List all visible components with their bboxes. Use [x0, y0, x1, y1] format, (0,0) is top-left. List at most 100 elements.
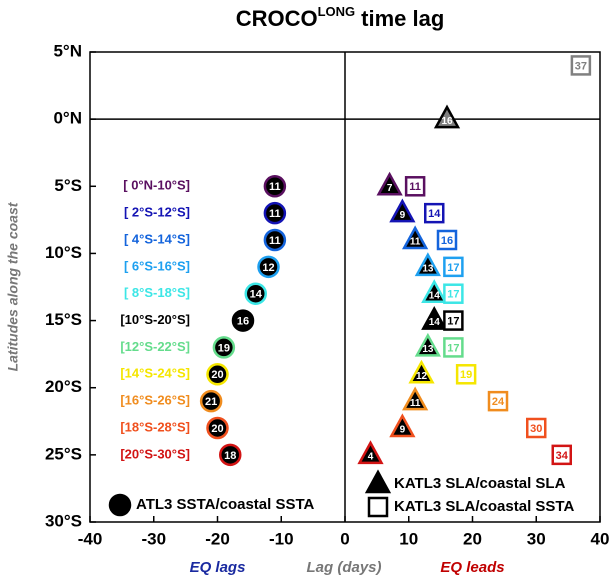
circle-marker — [263, 228, 287, 252]
point-label: 17 — [447, 289, 459, 301]
circle-marker — [219, 443, 242, 467]
circle-marker — [199, 389, 223, 413]
square-marker — [443, 310, 464, 331]
point-label: 21 — [205, 396, 217, 408]
legend-marker — [364, 469, 392, 494]
point-label: 30 — [530, 423, 542, 435]
square-marker — [443, 337, 464, 358]
x-tick-label: -30 — [141, 529, 166, 548]
legend-marker — [108, 493, 132, 517]
point-label: 11 — [269, 208, 281, 220]
point-label: 13 — [422, 263, 434, 274]
point-label: 14 — [429, 290, 441, 301]
point-label: 34 — [556, 450, 569, 462]
triangle-marker — [433, 104, 461, 129]
square-marker — [443, 256, 464, 278]
circle-marker — [257, 255, 280, 279]
chart-title: CROCOLONG time lag — [236, 4, 445, 30]
point-label: 7 — [387, 183, 393, 194]
point-label: 13 — [422, 344, 434, 355]
region-label: [18°S-28°S] — [120, 419, 190, 434]
circle-marker — [263, 201, 287, 225]
region-label: [ 6°S-16°S] — [124, 258, 190, 273]
point-label: 17 — [447, 262, 459, 274]
point-label: 19 — [218, 342, 230, 354]
y-tick-label: 0°N — [53, 109, 82, 128]
x-tick-label: -10 — [269, 529, 294, 548]
y-axis-label: Latitudes along the coast — [5, 201, 21, 371]
triangle-marker — [389, 198, 416, 223]
point-label: 17 — [447, 342, 459, 354]
point-label: 9 — [400, 210, 406, 221]
point-label: 9 — [400, 425, 406, 436]
point-label: 11 — [269, 181, 281, 193]
square-marker — [551, 444, 572, 466]
circle-marker — [231, 309, 255, 332]
point-label: 20 — [211, 423, 223, 435]
point-label: 18 — [224, 450, 236, 462]
x-tick-label: 30 — [527, 529, 546, 548]
region-label: [ 8°S-18°S] — [124, 285, 190, 300]
square-marker — [443, 283, 464, 304]
y-tick-label: 20°S — [45, 377, 82, 396]
region-label: [16°S-26°S] — [120, 393, 190, 408]
circle-marker — [206, 416, 229, 440]
triangle-marker — [408, 359, 435, 384]
y-tick-label: 5°S — [54, 176, 82, 195]
circle-marker — [212, 336, 236, 359]
y-tick-label: 25°S — [45, 444, 82, 463]
legend-label: KATL3 SLA/coastal SLA — [394, 475, 566, 492]
region-label: [20°S-30°S] — [120, 446, 190, 461]
x-tick-label: 0 — [340, 529, 349, 548]
x-tick-label: 10 — [399, 529, 418, 548]
point-label: 12 — [262, 262, 274, 274]
y-tick-label: 15°S — [45, 310, 82, 329]
triangle-marker — [402, 386, 429, 411]
point-label: 11 — [409, 181, 421, 193]
triangle-marker — [376, 171, 403, 196]
triangle-marker — [389, 413, 416, 438]
region-label: [14°S-24°S] — [120, 366, 190, 381]
point-label: 17 — [447, 315, 459, 327]
triangle-marker — [402, 225, 429, 250]
square-marker — [570, 55, 592, 76]
point-label: 11 — [269, 235, 281, 247]
circle-marker — [206, 363, 229, 386]
point-label: 16 — [441, 116, 453, 127]
legend-marker — [367, 496, 389, 518]
square-marker — [424, 202, 445, 224]
point-label: 14 — [429, 317, 441, 328]
point-label: 4 — [368, 451, 374, 462]
square-marker — [436, 229, 458, 251]
triangle-marker — [414, 252, 441, 277]
triangle-marker — [421, 279, 448, 303]
title-suffix: time lag — [361, 6, 444, 31]
circle-marker — [263, 175, 287, 198]
point-label: 14 — [250, 289, 263, 301]
x-tick-label: 20 — [463, 529, 482, 548]
x-annotation: EQ lags — [190, 559, 246, 576]
triangle-marker — [414, 332, 441, 357]
point-label: 20 — [211, 369, 223, 381]
point-label: 11 — [410, 398, 421, 409]
square-marker — [526, 417, 547, 439]
region-label: [ 0°N-10°S] — [123, 178, 190, 193]
x-axis-label: Lag (days) — [306, 559, 381, 576]
point-label: 19 — [460, 369, 472, 381]
region-label: [ 2°S-12°S] — [124, 205, 190, 220]
point-label: 14 — [428, 208, 441, 220]
x-tick-label: -20 — [205, 529, 230, 548]
triangle-marker — [421, 305, 448, 330]
point-label: 12 — [416, 371, 428, 382]
region-label: [12°S-22°S] — [120, 339, 190, 354]
square-marker — [487, 390, 509, 412]
x-tick-label: 40 — [591, 529, 610, 548]
square-marker — [455, 364, 477, 385]
y-tick-label: 5°N — [53, 41, 82, 60]
point-label: 37 — [575, 60, 587, 72]
title-main: CROCO — [236, 6, 318, 31]
point-label: 24 — [492, 396, 505, 408]
circle-marker — [244, 282, 267, 305]
y-tick-label: 10°S — [45, 243, 82, 262]
